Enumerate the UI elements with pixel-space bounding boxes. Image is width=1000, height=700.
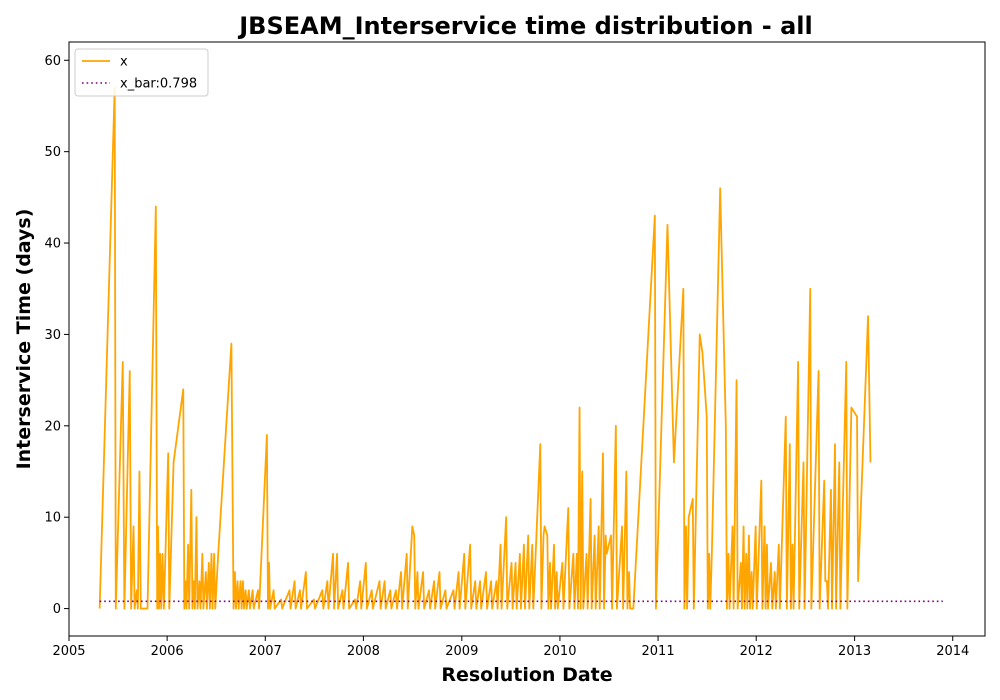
chart-title: JBSEAM_Interservice time distribution - … bbox=[237, 12, 813, 40]
x-tick-label: 2006 bbox=[151, 644, 184, 659]
x-tick-label: 2009 bbox=[445, 644, 478, 659]
x-tick-label: 2013 bbox=[838, 644, 871, 659]
legend-label-x: x bbox=[120, 55, 128, 70]
x-tick-label: 2008 bbox=[347, 644, 380, 659]
x-tick-label: 2007 bbox=[249, 644, 282, 659]
legend: x x_bar:0.798 bbox=[75, 49, 208, 96]
x-axis-label: Resolution Date bbox=[441, 664, 612, 686]
y-tick-label: 20 bbox=[44, 419, 61, 434]
x-tick-label: 2012 bbox=[740, 644, 773, 659]
x-tick-label: 2014 bbox=[936, 644, 969, 659]
y-tick-label: 30 bbox=[44, 328, 61, 343]
y-tick-label: 10 bbox=[44, 511, 61, 526]
x-tick-label: 2011 bbox=[642, 644, 675, 659]
legend-label-x-bar: x_bar:0.798 bbox=[120, 77, 197, 92]
x-tick-label: 2010 bbox=[543, 644, 576, 659]
y-tick-label: 0 bbox=[53, 602, 61, 617]
y-tick-label: 40 bbox=[44, 237, 61, 252]
x-tick-label: 2005 bbox=[52, 644, 85, 659]
y-tick-label: 60 bbox=[44, 54, 61, 69]
y-axis-label: Interservice Time (days) bbox=[13, 209, 35, 470]
y-tick-label: 50 bbox=[44, 145, 61, 160]
